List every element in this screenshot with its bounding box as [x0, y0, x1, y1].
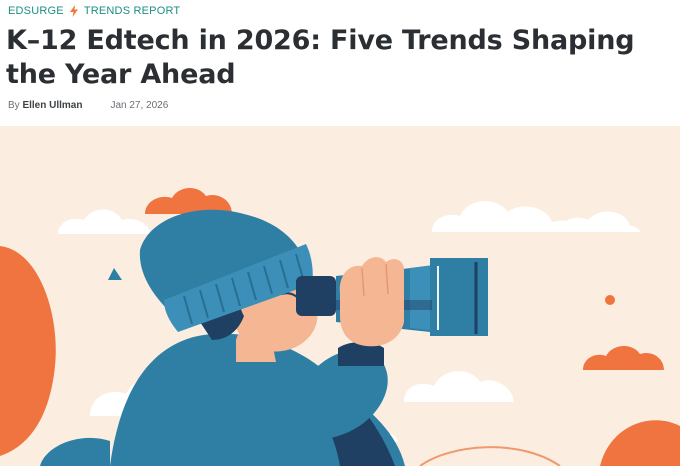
cloud-orange-top: [145, 187, 232, 214]
byline-prefix: By: [8, 100, 20, 111]
beanie-cuff-shape: [164, 244, 313, 332]
lightning-bolt-icon: [69, 5, 78, 17]
sun-arc-line: [419, 446, 561, 466]
cloud-white-left: [58, 209, 150, 234]
hero-illustration: [0, 126, 680, 466]
author-line: By Ellen Ullman: [8, 100, 82, 111]
cloud-white-lower-right: [404, 371, 514, 402]
beanie-shape: [139, 209, 306, 312]
finger-lines: [361, 263, 389, 297]
cloud-white-top-right: [432, 201, 640, 232]
article-title: K–12 Edtech in 2026: Five Trends Shaping…: [6, 25, 635, 90]
sleeve-cuff-shape: [338, 342, 384, 366]
orange-corner-shape: [600, 420, 680, 466]
orange-dot-shape: [605, 295, 615, 305]
article-byline: By Ellen Ullman Jan 27, 2026: [8, 100, 168, 111]
blue-triangle-shape: [108, 268, 122, 280]
author-link[interactable]: Ellen Ullman: [22, 100, 83, 111]
blue-wave-shape: [40, 437, 110, 466]
breadcrumb-site-link[interactable]: EDSURGE: [8, 5, 64, 17]
breadcrumb: EDSURGE TRENDS REPORT: [8, 4, 180, 18]
arm-shape: [300, 349, 388, 438]
publish-date: Jan 27, 2026: [110, 100, 169, 111]
hand-shape: [339, 257, 404, 347]
cloud-orange-right: [583, 345, 664, 370]
orange-hill-shape: [0, 246, 56, 456]
breadcrumb-section-link[interactable]: TRENDS REPORT: [83, 5, 181, 17]
